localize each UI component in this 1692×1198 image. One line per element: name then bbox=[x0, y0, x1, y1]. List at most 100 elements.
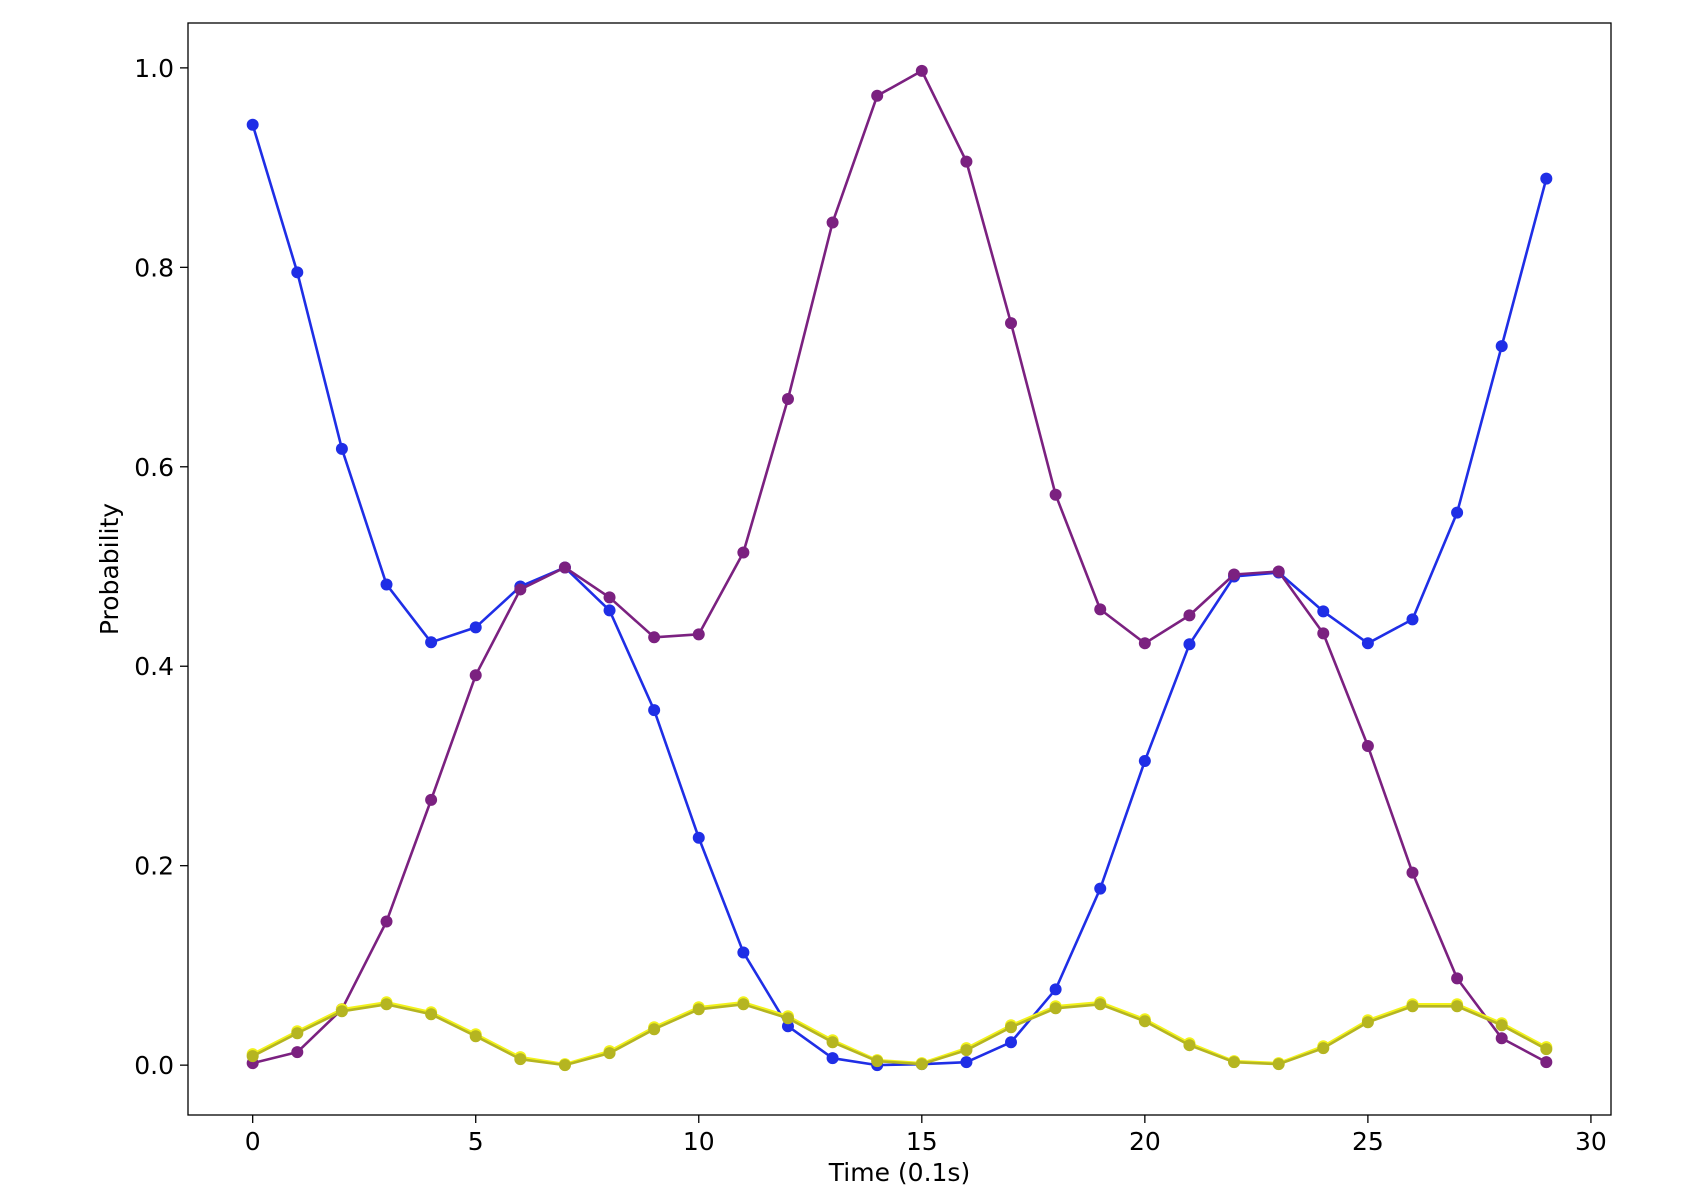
data-point bbox=[648, 1023, 661, 1036]
data-point bbox=[1361, 637, 1374, 650]
data-point bbox=[826, 216, 839, 229]
data-point bbox=[781, 392, 794, 405]
series-1 bbox=[246, 118, 1553, 1072]
series-3 bbox=[246, 996, 1553, 1071]
data-point bbox=[737, 998, 750, 1011]
data-point bbox=[871, 89, 884, 102]
data-point bbox=[1406, 1000, 1419, 1013]
series-line bbox=[251, 124, 1548, 1067]
x-tick-label: 5 bbox=[468, 1127, 484, 1156]
series-line bbox=[252, 1003, 1547, 1067]
data-point bbox=[469, 669, 482, 682]
data-point bbox=[960, 1044, 973, 1057]
data-point bbox=[915, 64, 928, 77]
y-tick-label: 0.4 bbox=[134, 652, 174, 681]
data-point bbox=[1005, 317, 1018, 330]
x-tick-label: 25 bbox=[1352, 1127, 1384, 1156]
data-point bbox=[1005, 1021, 1018, 1034]
y-tick-label: 0.2 bbox=[134, 852, 174, 881]
x-tick-label: 20 bbox=[1129, 1127, 1161, 1156]
data-point bbox=[1094, 882, 1107, 895]
y-tick-label: 0.6 bbox=[134, 453, 174, 482]
series-2 bbox=[246, 64, 1553, 1070]
data-point bbox=[1540, 1056, 1553, 1069]
x-tick-label: 30 bbox=[1575, 1127, 1607, 1156]
data-point bbox=[1540, 1043, 1553, 1056]
data-point bbox=[1228, 568, 1241, 581]
x-tick-label: 0 bbox=[245, 1127, 261, 1156]
data-point bbox=[648, 631, 661, 644]
data-point bbox=[1049, 983, 1062, 996]
y-tick-label: 0.0 bbox=[134, 1051, 174, 1080]
data-point bbox=[380, 578, 393, 591]
data-point bbox=[1005, 1036, 1018, 1049]
data-point bbox=[558, 1059, 571, 1072]
series-line bbox=[252, 1001, 1547, 1066]
data-point bbox=[1317, 1042, 1330, 1055]
data-point bbox=[737, 546, 750, 559]
data-point bbox=[1451, 972, 1464, 985]
data-point bbox=[469, 621, 482, 634]
data-point bbox=[603, 1047, 616, 1060]
data-point bbox=[603, 591, 616, 604]
data-point bbox=[1272, 1058, 1285, 1071]
data-point bbox=[1540, 172, 1553, 185]
x-axis-ticks: 0 5 10 15 20 25 30 bbox=[245, 1115, 1607, 1156]
x-axis-label: Time (0.1s) bbox=[828, 1158, 970, 1187]
data-point bbox=[1183, 609, 1196, 622]
data-point bbox=[1451, 506, 1464, 519]
plot-frame bbox=[187, 22, 1612, 1116]
data-point bbox=[826, 1052, 839, 1065]
series-group bbox=[246, 64, 1553, 1072]
data-point bbox=[1495, 1032, 1508, 1045]
data-point bbox=[514, 583, 527, 596]
data-point bbox=[291, 1046, 304, 1059]
x-tick-label: 10 bbox=[683, 1127, 715, 1156]
data-point bbox=[648, 704, 661, 717]
data-point bbox=[425, 636, 438, 649]
data-point bbox=[871, 1055, 884, 1068]
data-point bbox=[514, 1053, 527, 1066]
data-point bbox=[1361, 1016, 1374, 1029]
y-axis-label: Probability bbox=[95, 503, 124, 635]
data-point bbox=[1183, 638, 1196, 651]
data-point bbox=[469, 1030, 482, 1043]
data-point bbox=[425, 1008, 438, 1021]
data-point bbox=[692, 1003, 705, 1016]
data-point bbox=[246, 118, 259, 131]
data-point bbox=[1094, 998, 1107, 1011]
data-point bbox=[692, 831, 705, 844]
data-point bbox=[1049, 488, 1062, 501]
data-point bbox=[1094, 603, 1107, 616]
data-point bbox=[1495, 1019, 1508, 1032]
data-point bbox=[1138, 637, 1151, 650]
data-point bbox=[603, 604, 616, 617]
data-point bbox=[335, 442, 348, 455]
data-point bbox=[291, 1027, 304, 1040]
data-point bbox=[1138, 754, 1151, 767]
data-point bbox=[1272, 565, 1285, 578]
data-point bbox=[1495, 340, 1508, 353]
data-point bbox=[960, 1056, 973, 1069]
data-point bbox=[1406, 613, 1419, 626]
data-point bbox=[1049, 1002, 1062, 1015]
data-point bbox=[1361, 740, 1374, 753]
data-point bbox=[692, 628, 705, 641]
data-point bbox=[1406, 866, 1419, 879]
data-point bbox=[737, 946, 750, 959]
x-tick-label: 15 bbox=[906, 1127, 938, 1156]
data-point bbox=[335, 1005, 348, 1018]
series-4 bbox=[246, 998, 1553, 1072]
data-point bbox=[781, 1012, 794, 1025]
data-point bbox=[246, 1050, 259, 1063]
data-point bbox=[960, 155, 973, 168]
data-point bbox=[1228, 1056, 1241, 1069]
data-point bbox=[291, 266, 304, 279]
data-point bbox=[1183, 1039, 1196, 1052]
data-point bbox=[558, 561, 571, 574]
series-line bbox=[252, 69, 1547, 1065]
data-point bbox=[1317, 627, 1330, 640]
data-point bbox=[1451, 1000, 1464, 1013]
